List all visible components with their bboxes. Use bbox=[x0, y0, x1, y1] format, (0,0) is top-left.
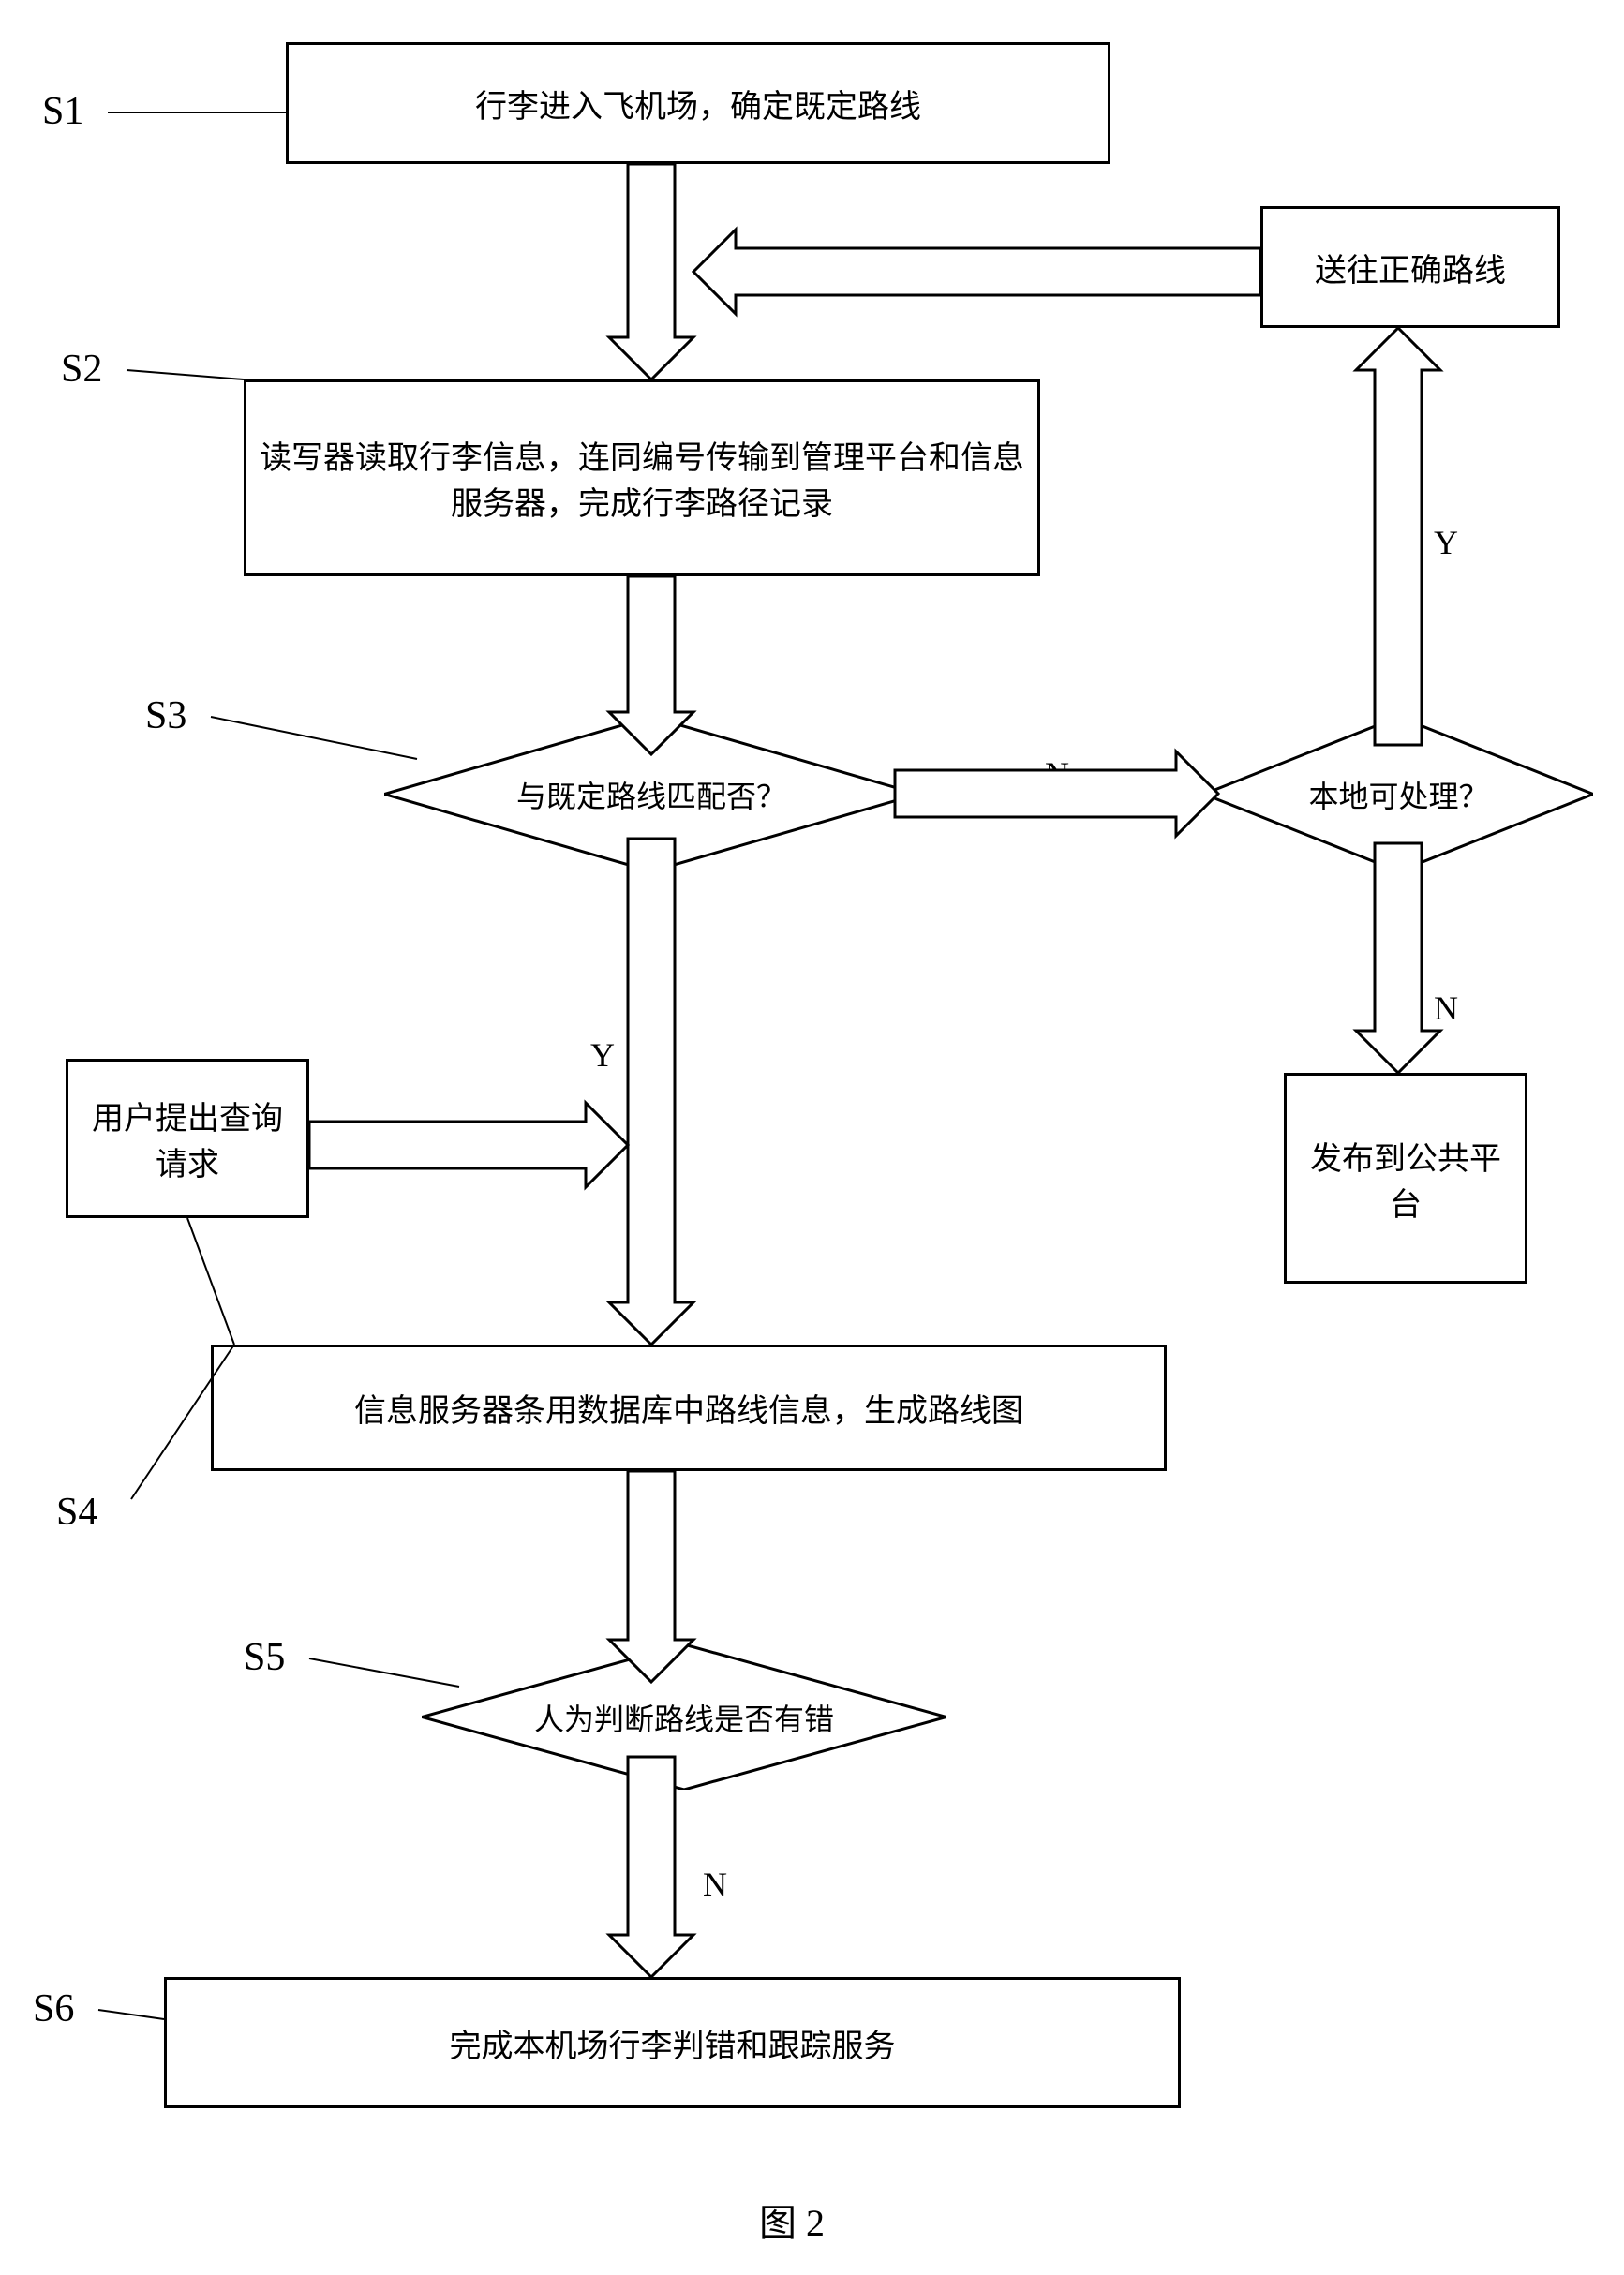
arrow-user-to-main bbox=[0, 0, 1624, 2275]
